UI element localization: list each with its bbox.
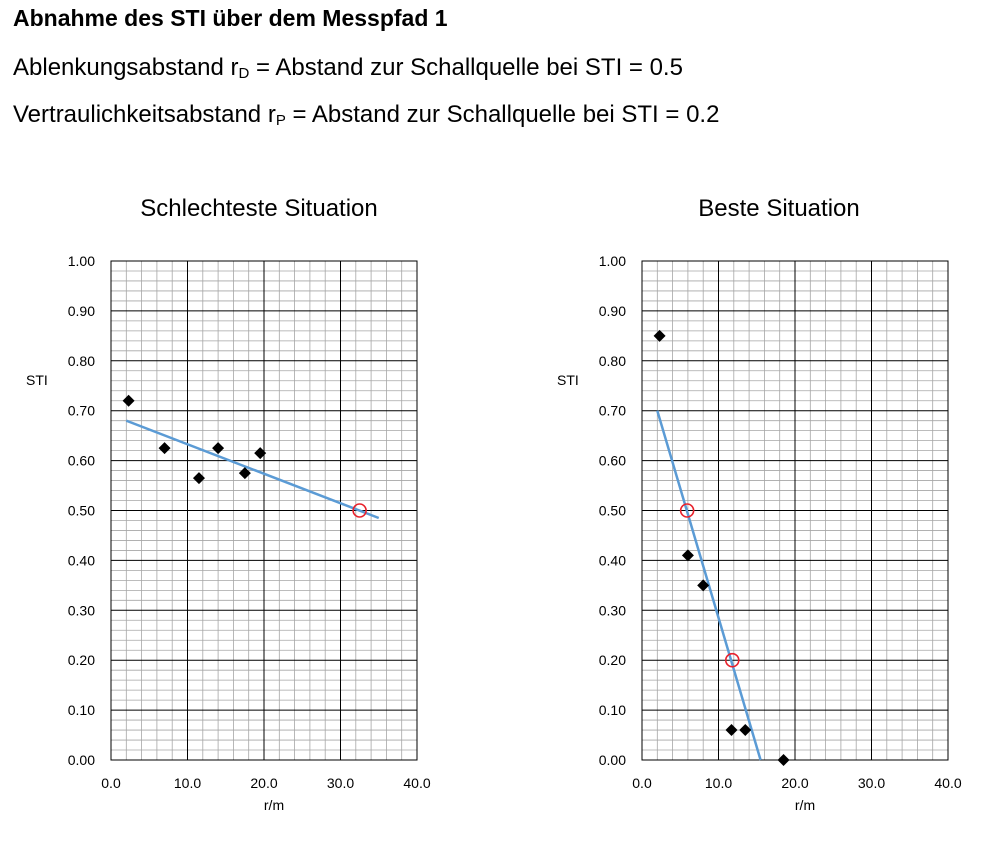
y-tick-label: 0.70	[68, 403, 95, 419]
data-point	[739, 724, 752, 737]
data-point	[212, 442, 225, 455]
data-point	[777, 754, 790, 766]
data-point	[122, 394, 135, 407]
x-tick-label: 10.0	[705, 775, 732, 791]
definition-subscript: P	[275, 112, 286, 129]
data-point	[192, 472, 205, 485]
y-tick-label: 0.80	[68, 353, 95, 369]
y-tick-label: 0.70	[599, 403, 626, 419]
data-point	[158, 442, 171, 455]
y-tick-label: 0.80	[599, 353, 626, 369]
y-tick-label: 0.30	[68, 602, 95, 618]
y-axis-label: STI	[557, 372, 579, 388]
data-point	[254, 447, 267, 460]
x-tick-label: 30.0	[327, 775, 354, 791]
definition-deflection-distance: Ablenkungsabstand rD = Abstand zur Schal…	[13, 54, 683, 82]
y-tick-label: 0.00	[599, 752, 626, 768]
threshold-marker	[724, 652, 740, 668]
data-point	[238, 467, 251, 480]
y-tick-label: 0.20	[68, 652, 95, 668]
y-tick-label: 0.10	[599, 702, 626, 718]
y-tick-label: 1.00	[68, 253, 95, 269]
threshold-marker	[679, 503, 695, 518]
y-axis-label: STI	[26, 372, 48, 388]
data-point	[653, 329, 666, 342]
chart-title-best: Beste Situation	[698, 195, 860, 222]
y-tick-label: 0.60	[68, 453, 95, 469]
plot-frame	[110, 260, 418, 761]
y-tick-label: 0.50	[68, 503, 95, 519]
definition-text: = Abstand zur Schallquelle bei STI = 0.2	[285, 101, 720, 128]
y-tick-label: 0.50	[599, 503, 626, 519]
definition-privacy-distance: Vertraulichkeitsabstand rP = Abstand zur…	[13, 101, 719, 129]
plot-frame	[641, 260, 949, 761]
y-tick-label: 0.90	[68, 303, 95, 319]
y-tick-label: 0.60	[599, 453, 626, 469]
y-tick-label: 0.10	[68, 702, 95, 718]
definition-text: = Abstand zur Schallquelle bei STI = 0.5	[249, 54, 683, 81]
x-tick-label: 20.0	[250, 775, 277, 791]
y-tick-label: 1.00	[599, 253, 626, 269]
chart-best-situation: 0.00 0.10 0.20 0.30 0.40 0.50 0.60 0.70 0.80 0.90…	[557, 253, 962, 813]
x-axis-label: r/m	[264, 797, 284, 813]
y-tick-label: 0.90	[599, 303, 626, 319]
definition-name: Ablenkungsabstand r	[13, 54, 239, 81]
definition-subscript: D	[238, 65, 250, 82]
x-tick-label: 20.0	[781, 775, 808, 791]
x-tick-label: 10.0	[174, 775, 201, 791]
y-tick-label: 0.20	[599, 652, 626, 668]
data-point	[681, 549, 694, 562]
x-tick-label: 40.0	[934, 775, 961, 791]
x-tick-label: 40.0	[403, 775, 430, 791]
page-heading: Abnahme des STI über dem Messpfad 1	[13, 5, 448, 31]
y-tick-label: 0.40	[68, 552, 95, 568]
data-point	[725, 724, 738, 737]
x-axis-label: r/m	[795, 797, 815, 813]
y-tick-label: 0.30	[599, 602, 626, 618]
chart-worst-situation: 0.00 0.10 0.20 0.30 0.40 0.50 0.60 0.70 0.80 0.90…	[26, 253, 431, 813]
definition-name: Vertraulichkeitsabstand r	[13, 101, 276, 128]
x-tick-label: 0.0	[632, 775, 652, 791]
trend-line	[125, 419, 380, 520]
y-tick-label: 0.40	[599, 552, 626, 568]
x-tick-label: 30.0	[858, 775, 885, 791]
y-tick-label: 0.00	[68, 752, 95, 768]
chart-title-worst: Schlechteste Situation	[140, 195, 378, 222]
threshold-marker	[352, 503, 367, 518]
data-point	[697, 579, 710, 592]
x-tick-label: 0.0	[101, 775, 121, 791]
